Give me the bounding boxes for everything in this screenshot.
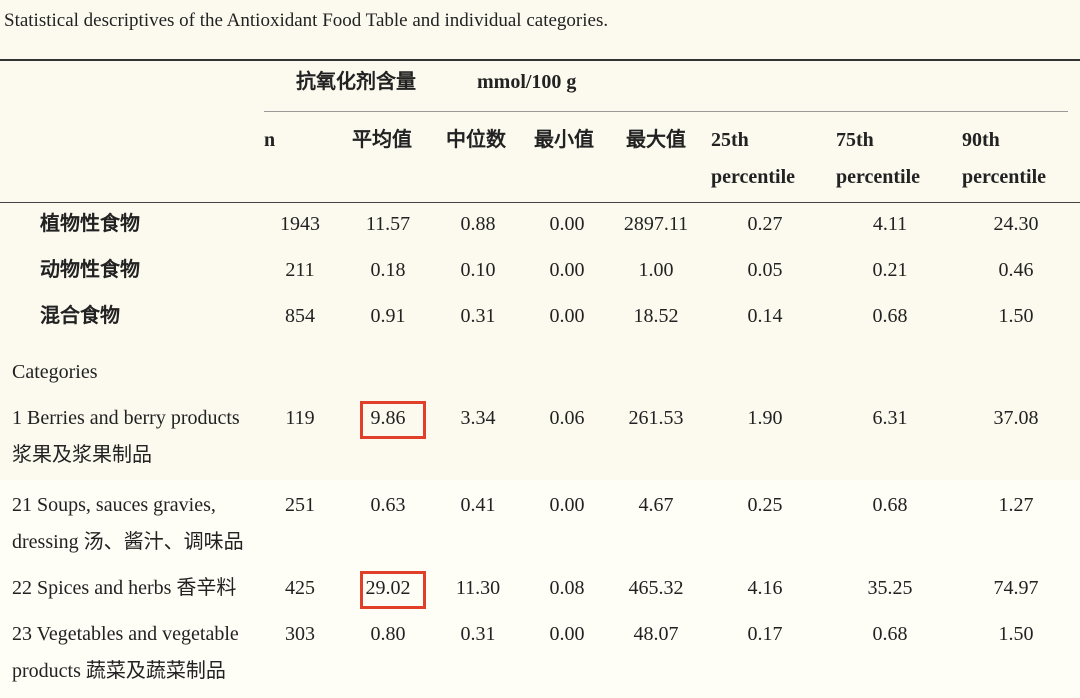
cell: 425 <box>285 577 315 599</box>
cell: 0.41 <box>460 494 496 516</box>
cell: 0.18 <box>370 259 406 281</box>
cell: 1.27 <box>998 494 1034 516</box>
highlight-box <box>360 401 426 439</box>
cell: 0.05 <box>747 259 783 281</box>
cell: 11.30 <box>455 577 501 599</box>
cell: 1943 <box>280 213 320 235</box>
cell: 0.31 <box>460 305 496 327</box>
cell: 1.90 <box>747 407 783 429</box>
cell: 74.97 <box>993 577 1039 599</box>
cell: 18.52 <box>633 305 679 327</box>
cell: 4.67 <box>638 494 674 516</box>
cell: 4.11 <box>872 213 908 235</box>
header-group: 抗氧化剂含量 <box>296 71 416 93</box>
cell: 2897.11 <box>623 213 689 235</box>
cell: 0.00 <box>549 623 585 645</box>
group-rule <box>264 111 1068 112</box>
column-header: 90th percentile <box>962 129 1047 188</box>
cell: 0.46 <box>998 259 1034 281</box>
caption: Statistical descriptives of the Antioxid… <box>4 10 609 31</box>
cell: 0.08 <box>549 577 585 599</box>
cell: 0.88 <box>460 213 496 235</box>
row-label: 21 Soups, sauces gravies, dressing 汤、酱汁、… <box>12 494 244 553</box>
section-label: Categories <box>12 361 98 383</box>
column-header: n <box>264 129 276 151</box>
cell: 303 <box>285 623 315 645</box>
cell: 9.86 <box>370 407 406 429</box>
cell: 0.00 <box>549 494 585 516</box>
cell: 0.25 <box>747 494 783 516</box>
cell: 0.06 <box>549 407 585 429</box>
column-header: 75th percentile <box>836 129 921 188</box>
cell: 0.80 <box>370 623 406 645</box>
column-header: 最小值 <box>534 129 594 151</box>
cell: 0.10 <box>460 259 496 281</box>
column-header: 25th percentile <box>711 129 796 188</box>
cell: 119 <box>285 407 315 429</box>
cell: 4.16 <box>747 577 783 599</box>
cell: 35.25 <box>867 577 913 599</box>
cell: 6.31 <box>872 407 908 429</box>
cell: 24.30 <box>993 213 1039 235</box>
cell: 0.91 <box>370 305 406 327</box>
cell: 0.14 <box>747 305 783 327</box>
cell: 48.07 <box>633 623 679 645</box>
cell: 261.53 <box>628 407 684 429</box>
lower-panel <box>0 480 1080 698</box>
cell: 3.34 <box>460 407 496 429</box>
header-rule <box>0 202 1080 203</box>
cell: 0.31 <box>460 623 496 645</box>
cell: 1.00 <box>638 259 674 281</box>
cell: 465.32 <box>628 577 684 599</box>
cell: 11.57 <box>365 213 411 235</box>
row-label: 混合食物 <box>40 305 120 327</box>
cell: 29.02 <box>365 577 411 599</box>
column-header: 最大值 <box>626 129 686 151</box>
column-header: 平均值 <box>352 129 412 151</box>
cell: 0.27 <box>747 213 783 235</box>
cell: 854 <box>285 305 315 327</box>
cell: 0.68 <box>872 623 908 645</box>
row-label: 22 Spices and herbs 香辛料 <box>12 577 237 599</box>
row-label: 1 Berries and berry products 浆果及浆果制品 <box>12 407 240 466</box>
row-label: 动物性食物 <box>40 259 140 281</box>
cell: 0.63 <box>370 494 406 516</box>
header-unit: mmol/100 g <box>477 71 577 93</box>
cell: 37.08 <box>993 407 1039 429</box>
cell: 1.50 <box>998 623 1034 645</box>
cell: 1.50 <box>998 305 1034 327</box>
row-label: 植物性食物 <box>40 213 140 235</box>
cell: 0.68 <box>872 305 908 327</box>
highlight-box <box>360 571 426 609</box>
cell: 0.17 <box>747 623 783 645</box>
cell: 211 <box>285 259 315 281</box>
cell: 0.00 <box>549 305 585 327</box>
top-rule <box>0 59 1080 61</box>
column-header: 中位数 <box>446 129 506 151</box>
row-label: 23 Vegetables and vegetable products 蔬菜及… <box>12 623 239 682</box>
cell: 0.00 <box>549 213 585 235</box>
cell: 0.00 <box>549 259 585 281</box>
cell: 251 <box>285 494 315 516</box>
cell: 0.21 <box>872 259 908 281</box>
cell: 0.68 <box>872 494 908 516</box>
